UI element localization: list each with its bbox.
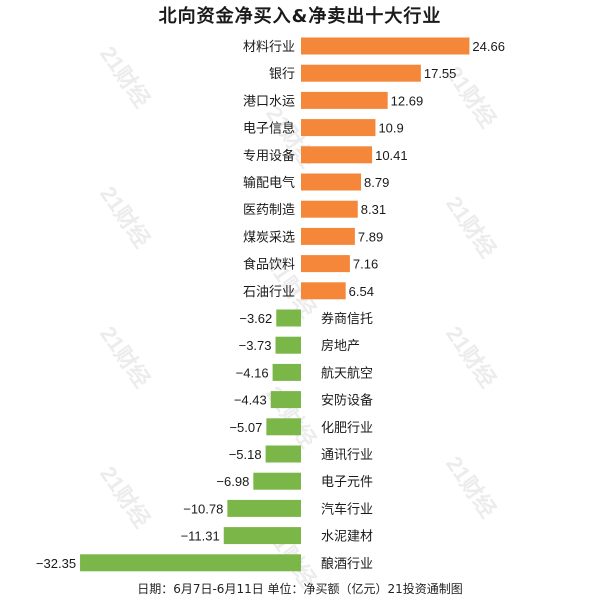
- value-label: 8.79: [364, 175, 389, 190]
- value-label: −3.73: [239, 338, 272, 353]
- category-label: 通讯行业: [321, 448, 373, 463]
- bar: [301, 119, 376, 137]
- value-label: 6.54: [349, 284, 374, 299]
- category-label: 石油行业: [243, 285, 295, 300]
- value-label: 10.41: [375, 148, 408, 163]
- bar: [80, 554, 301, 572]
- category-label: 汽车行业: [321, 501, 373, 517]
- value-label: −3.62: [239, 311, 272, 326]
- value-label: −6.98: [216, 474, 249, 489]
- bar: [301, 37, 470, 55]
- category-label: 输配电气: [243, 175, 295, 191]
- category-label: 航天航空: [321, 365, 373, 381]
- category-label: 食品饮料: [243, 257, 295, 273]
- category-label: 水泥建材: [321, 530, 373, 545]
- category-label: 电子信息: [243, 121, 295, 137]
- category-label: 材料行业: [243, 40, 295, 55]
- chart-title: 北向资金净买入&净卖出十大行业: [158, 6, 442, 27]
- bar: [270, 391, 301, 409]
- category-label: 安防设备: [321, 393, 373, 409]
- value-label: −5.18: [229, 447, 262, 462]
- category-label: 券商信托: [321, 311, 373, 327]
- bar: [301, 173, 362, 191]
- category-label: 医药制造: [243, 203, 295, 218]
- bar: [223, 527, 301, 545]
- bar: [301, 200, 358, 218]
- category-label: 酿酒行业: [321, 556, 373, 572]
- value-label: 10.9: [378, 121, 403, 136]
- category-label: 电子元件: [321, 475, 373, 490]
- bar: [301, 91, 388, 109]
- value-label: 24.66: [472, 39, 505, 54]
- bar: [266, 418, 301, 436]
- bar: [301, 64, 421, 82]
- value-label: −10.78: [183, 501, 223, 516]
- category-label: 煤炭采选: [243, 230, 295, 245]
- value-label: −5.07: [229, 420, 262, 435]
- category-label: 银行: [269, 67, 295, 82]
- value-label: 7.16: [353, 257, 378, 272]
- value-label: −4.43: [234, 393, 267, 408]
- value-label: −4.16: [236, 365, 269, 380]
- category-label: 专用设备: [243, 148, 295, 164]
- bar: [253, 472, 301, 490]
- bar: [275, 336, 301, 354]
- bar: [265, 445, 301, 463]
- bar: [301, 255, 350, 273]
- value-label: 12.69: [391, 93, 424, 108]
- value-label: 7.89: [358, 229, 383, 244]
- bar: [301, 227, 355, 245]
- chart-footer: 日期：6月7日-6月11日 单位：净买额（亿元）21投资通制图: [137, 582, 463, 596]
- value-label: −11.31: [181, 529, 220, 544]
- category-label: 房地产: [321, 338, 360, 354]
- bar: [301, 146, 373, 164]
- value-label: −32.35: [36, 556, 76, 571]
- category-label: 港口水运: [243, 94, 295, 109]
- bar: [227, 499, 301, 517]
- value-label: 17.55: [424, 66, 457, 81]
- bar: [272, 363, 301, 381]
- category-label: 化肥行业: [321, 421, 373, 436]
- bar: [276, 309, 301, 327]
- value-label: 8.31: [361, 202, 386, 217]
- bar: [301, 282, 346, 300]
